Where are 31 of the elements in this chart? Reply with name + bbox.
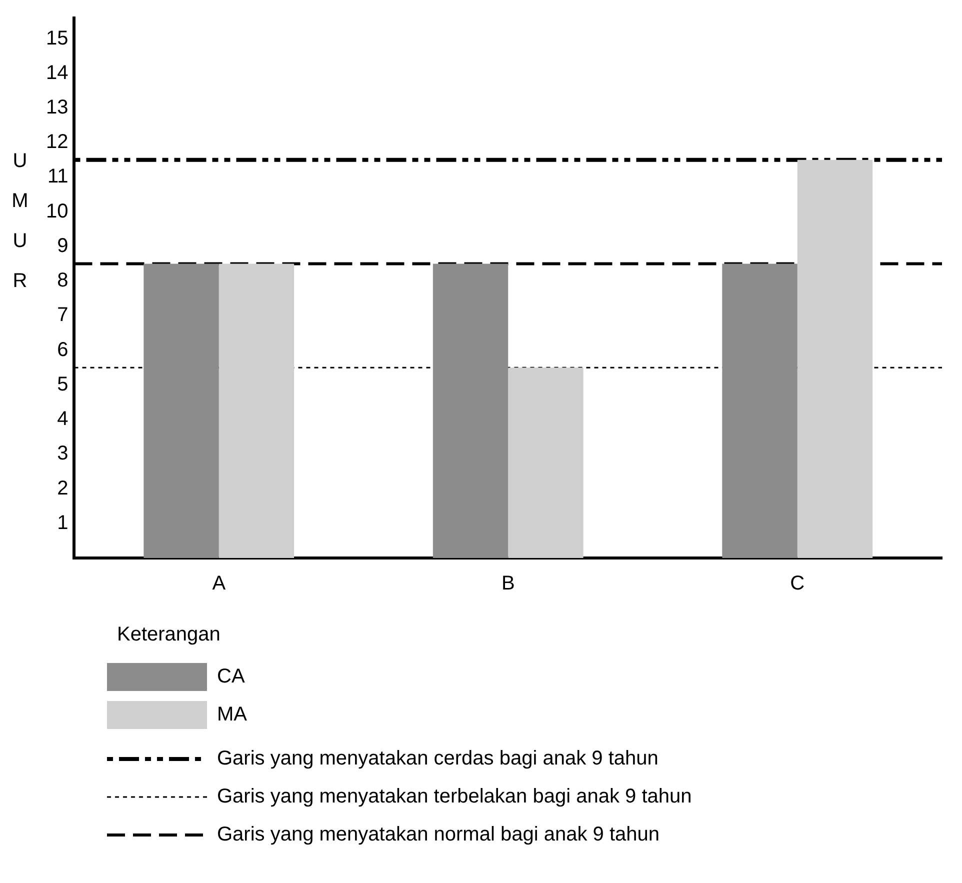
bar <box>144 264 219 558</box>
bar <box>722 264 798 558</box>
bar <box>218 264 294 558</box>
y-tick-label: 13 <box>46 96 68 119</box>
y-tick-label: 7 <box>57 304 68 326</box>
y-tick-label: 4 <box>57 408 68 430</box>
y-tick-label: 11 <box>47 166 68 188</box>
legend-label: Garis yang menyatakan cerdas bagi anak 9 tahun <box>217 748 658 770</box>
y-tick-label: 8 <box>57 270 68 292</box>
y-tick-label: 10 <box>46 200 68 222</box>
y-tick-label: 3 <box>57 442 68 465</box>
y-tick-label: 5 <box>57 373 68 396</box>
y-tick-label: 14 <box>46 62 68 84</box>
legend-label: Garis yang menyatakan terbelakan bagi anak 9 tahun <box>217 786 692 808</box>
y-tick-label: 9 <box>57 234 68 257</box>
bar <box>432 264 508 558</box>
y-axis-title: UMUR <box>8 150 31 310</box>
legend-label: CA <box>217 666 246 688</box>
y-tick-label: 12 <box>46 131 68 154</box>
bar <box>508 368 584 558</box>
bar <box>797 160 873 558</box>
legend-title: Keterangan <box>117 624 220 646</box>
legend-label: Garis yang menyatakan normal bagi anak 9 tahun <box>217 824 660 846</box>
legend-label: MA <box>217 704 248 726</box>
y-tick-label: 6 <box>57 338 68 361</box>
x-tick-label: C <box>790 572 805 595</box>
y-tick-label: 15 <box>46 27 68 50</box>
y-tick-label: 1 <box>57 512 68 534</box>
x-tick-label: A <box>212 572 226 595</box>
y-tick-label: 2 <box>57 477 68 500</box>
x-tick-label: B <box>501 572 515 595</box>
